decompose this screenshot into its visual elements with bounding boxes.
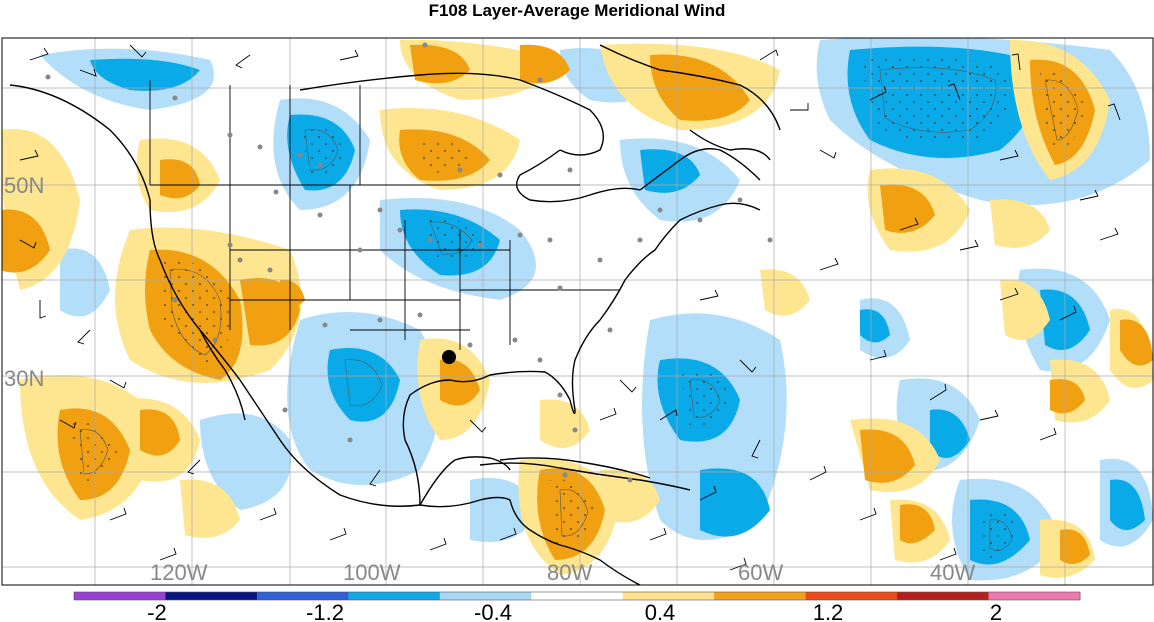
lon-label-60w: 60W — [738, 560, 783, 585]
colorbar-frame — [73, 591, 1081, 601]
colorbar-swatch — [988, 592, 1081, 600]
chart-title: F108 Layer-Average Meridional Wind — [428, 1, 726, 20]
coastlines — [9, 44, 781, 585]
station-dots — [45, 42, 773, 483]
lat-label-30n: 30N — [4, 366, 44, 391]
colorbar-swatch — [622, 592, 715, 600]
location-marker — [442, 350, 456, 364]
graticule — [2, 38, 1153, 585]
lon-label-100w: 100W — [343, 560, 401, 585]
colorbar-swatch — [714, 592, 807, 600]
colorbar-swatch — [165, 592, 258, 600]
colorbar-swatch — [531, 592, 624, 600]
colorbar-tick-label: 0.4 — [645, 600, 676, 622]
colorbar-swatch — [897, 592, 990, 600]
lon-label-40w: 40W — [930, 560, 975, 585]
colorbar-tick-label: 2 — [990, 600, 1002, 622]
colorbar-swatch — [439, 592, 532, 600]
lon-label-80w: 80W — [547, 560, 592, 585]
lon-label-120w: 120W — [150, 560, 208, 585]
lat-label-50n: 50N — [4, 173, 44, 198]
colorbar-tick-label: -1.2 — [306, 600, 344, 622]
colorbar-swatch — [256, 592, 349, 600]
colorbar-tick-label: -0.4 — [474, 600, 512, 622]
wind-barbs — [19, 44, 1121, 571]
map-frame — [1, 37, 1154, 586]
contour-lines — [79, 67, 1079, 551]
colorbar-tick-label: -2 — [147, 600, 167, 622]
colorbar-swatch — [74, 592, 166, 600]
colorbar-tick-label: 1.2 — [813, 600, 844, 622]
colorbar-swatch — [805, 592, 898, 600]
state-borders — [149, 80, 620, 350]
colorbar-swatch — [348, 592, 441, 600]
